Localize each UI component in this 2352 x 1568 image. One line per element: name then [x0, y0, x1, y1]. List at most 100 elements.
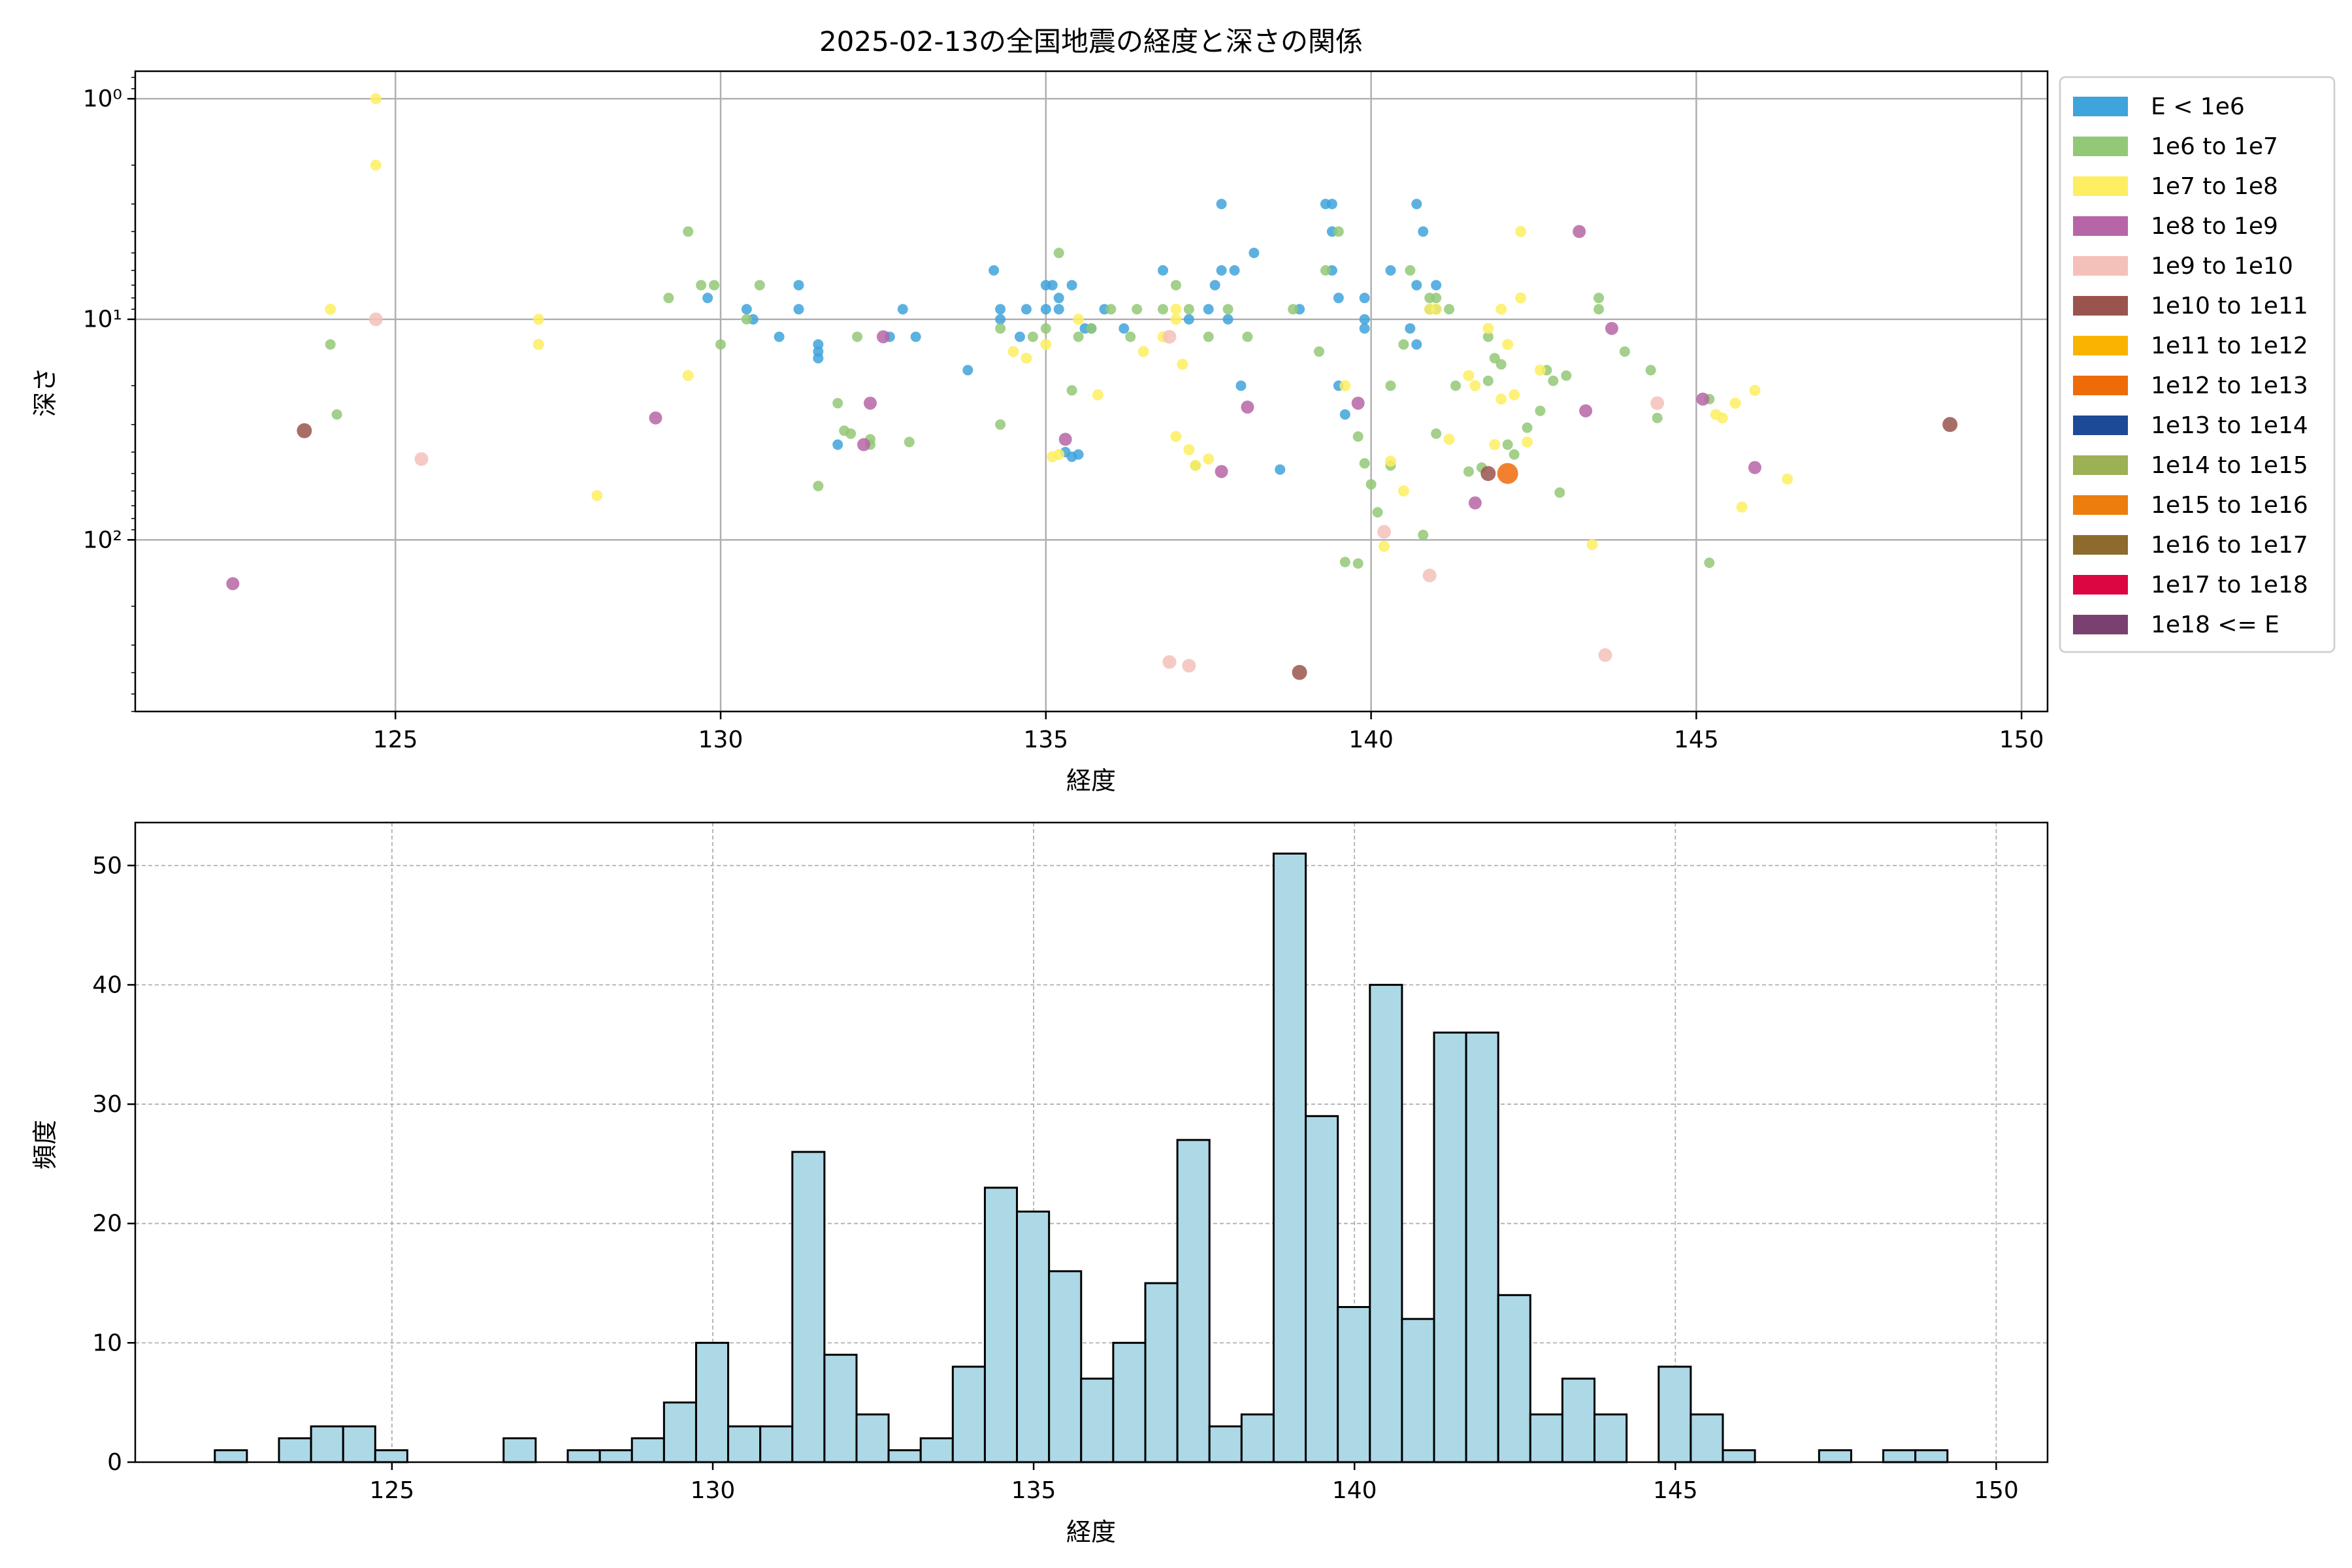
scatter-point	[709, 280, 720, 291]
scatter-point	[1170, 303, 1182, 315]
scatter-point	[1942, 417, 1958, 433]
histogram-bar	[1240, 1413, 1275, 1463]
scatter-point	[1158, 265, 1169, 276]
scatter-point	[1027, 331, 1038, 342]
scatter-point	[1782, 473, 1793, 485]
scatter-point	[1040, 323, 1051, 334]
scatter-point	[1241, 400, 1254, 414]
scatter-point	[1652, 412, 1663, 423]
scatter-points	[226, 93, 1958, 680]
histogram-bar	[598, 1449, 633, 1463]
legend-swatch	[2073, 296, 2128, 316]
scatter-grid	[135, 71, 2048, 711]
scatter-point	[1365, 479, 1377, 490]
scatter-point	[1480, 466, 1496, 482]
histogram-bar	[310, 1425, 344, 1463]
scatter-point	[1292, 664, 1307, 680]
histogram-bar	[1882, 1449, 1917, 1463]
scatter-point	[683, 226, 694, 237]
histogram-y-tick-label: 30	[92, 1091, 122, 1118]
histogram-y-tick-label: 10	[92, 1330, 122, 1356]
scatter-point	[1275, 464, 1286, 475]
scatter-point	[1716, 412, 1728, 424]
scatter-point	[1748, 461, 1761, 474]
scatter-point	[1333, 226, 1344, 237]
scatter-point	[1468, 496, 1482, 510]
scatter-point	[1489, 353, 1500, 364]
scatter-point	[1422, 568, 1437, 583]
histogram-bar	[1176, 1139, 1211, 1463]
scatter-point	[1222, 304, 1233, 315]
legend-swatch	[2073, 575, 2128, 595]
scatter-point	[663, 293, 674, 304]
histogram-bar	[630, 1437, 665, 1463]
scatter-x-ticks: 125 130 135 140 145 150	[373, 711, 2044, 753]
histogram-bar	[214, 1449, 248, 1463]
legend-label: 1e11 to 1e12	[2151, 333, 2308, 359]
scatter-point	[1021, 352, 1032, 364]
scatter-point	[702, 293, 713, 304]
scatter-point	[1242, 331, 1253, 342]
histogram-bar	[1593, 1413, 1628, 1463]
scatter-point	[1418, 529, 1429, 540]
histogram-bar	[791, 1151, 826, 1463]
scatter-point	[1482, 375, 1494, 386]
scatter-point	[1495, 359, 1507, 370]
scatter-point	[1418, 226, 1429, 237]
scatter-point	[1339, 380, 1351, 391]
scatter-point	[1105, 304, 1117, 315]
scatter-point	[1463, 370, 1475, 382]
scatter-point	[1203, 304, 1214, 315]
scatter-point	[1162, 329, 1177, 344]
scatter-point	[1397, 485, 1409, 497]
scatter-x-tick-label: 125	[373, 727, 418, 753]
scatter-point	[1696, 392, 1710, 406]
histogram-bar	[1112, 1341, 1147, 1463]
scatter-x-tick-label: 145	[1674, 727, 1719, 753]
scatter-point	[1444, 304, 1455, 315]
scatter-point	[1073, 314, 1085, 325]
histogram-x-tick-label: 140	[1332, 1477, 1377, 1504]
scatter-point	[1398, 339, 1409, 350]
scatter-point	[1183, 444, 1195, 455]
histogram-bar	[694, 1341, 730, 1463]
scatter-point	[1339, 409, 1350, 420]
scatter-point	[1183, 304, 1194, 315]
histogram-plot-frame	[134, 821, 2049, 1463]
scatter-point	[1431, 293, 1442, 304]
scatter-point	[1359, 293, 1370, 304]
scatter-point	[1749, 385, 1761, 397]
scatter-point	[1522, 422, 1533, 433]
scatter-point	[1482, 323, 1494, 335]
scatter-legend: E < 1e6 1e6 to 1e7 1e7 to 1e8 1e8 to 1e9 1e9…	[2059, 76, 2336, 653]
histogram-plot-area	[135, 823, 2048, 1462]
legend-swatch	[2073, 256, 2128, 276]
scatter-point	[370, 159, 382, 171]
scatter-point	[1509, 389, 1520, 400]
scatter-point	[1137, 346, 1149, 357]
scatter-point	[1495, 393, 1507, 405]
scatter-point	[1489, 439, 1501, 451]
scatter-point	[995, 323, 1006, 334]
scatter-point	[1515, 292, 1527, 304]
scatter-point	[1548, 375, 1559, 386]
scatter-point	[1066, 280, 1077, 291]
scatter-point	[1229, 265, 1240, 276]
scatter-point	[1411, 339, 1422, 350]
scatter-point	[1359, 323, 1370, 334]
legend-label: 1e8 to 1e9	[2151, 213, 2278, 240]
scatter-point	[1352, 558, 1364, 569]
scatter-point	[1430, 303, 1442, 315]
scatter-point	[1482, 331, 1494, 342]
scatter-point	[904, 436, 915, 448]
scatter-x-tick-label: 150	[1999, 727, 2044, 753]
scatter-point	[1352, 431, 1364, 442]
scatter-point	[1053, 449, 1065, 461]
scatter-point	[1704, 557, 1715, 568]
scatter-plot-frame	[134, 70, 2049, 713]
histogram-bar	[1658, 1365, 1692, 1463]
scatter-point	[995, 419, 1006, 430]
scatter-point	[754, 280, 765, 291]
histogram-bar	[1722, 1449, 1756, 1463]
scatter-x-tick-label: 135	[1023, 727, 1068, 753]
